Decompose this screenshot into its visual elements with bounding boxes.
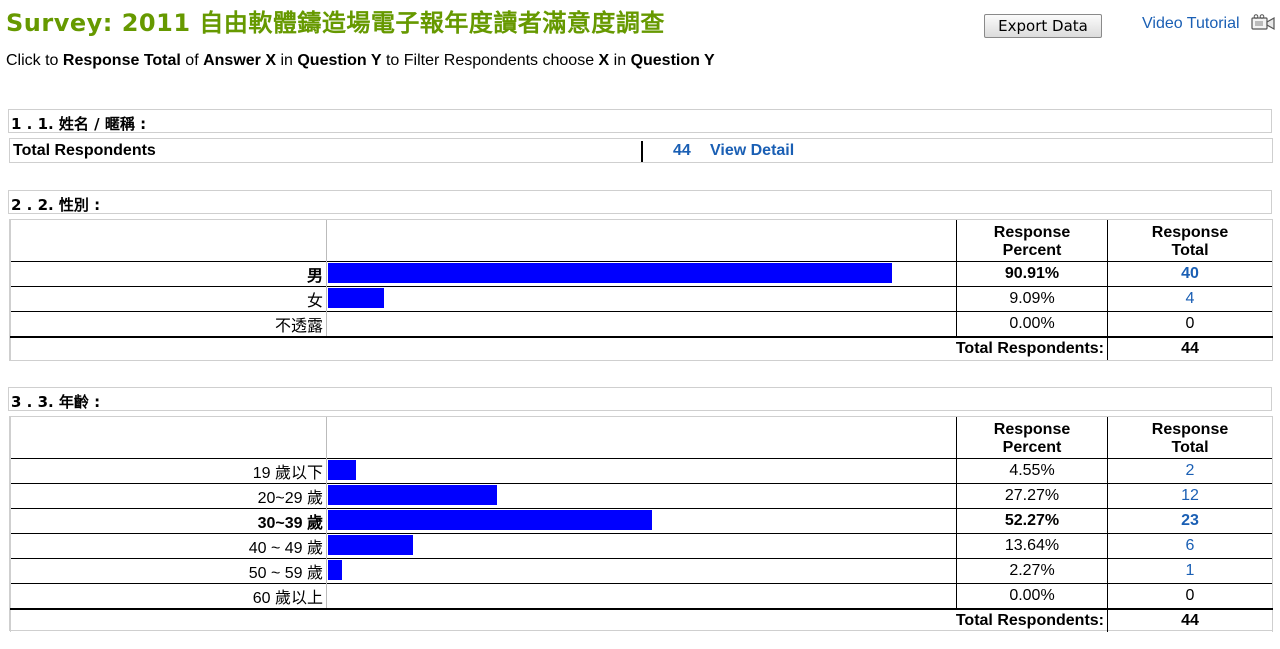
column-divider xyxy=(641,141,643,162)
response-bar xyxy=(328,509,652,530)
total-respondents-count: 44 xyxy=(1107,335,1273,360)
bar-column-header xyxy=(326,220,957,261)
bar-cell xyxy=(326,532,957,558)
response-total-cell: 0 xyxy=(1107,310,1273,337)
response-percent: 4.55% xyxy=(956,457,1108,483)
response-total-filter-link[interactable]: 1 xyxy=(1185,561,1195,579)
response-total-cell: 40 xyxy=(1107,260,1273,286)
bar-cell xyxy=(326,557,957,583)
q1-view-detail-link[interactable]: View Detail xyxy=(710,142,795,159)
video-tutorial-link[interactable]: Video Tutorial xyxy=(1142,15,1240,32)
total-respondents-count: 44 xyxy=(1107,607,1273,632)
bar-cell xyxy=(326,582,957,609)
response-percent: 2.27% xyxy=(956,557,1108,583)
results-header-row: Response Percent Response Total xyxy=(10,417,1273,458)
response-bar xyxy=(328,484,497,505)
answer-row: 男 90.91% 40 xyxy=(10,260,1273,286)
response-total-cell: 1 xyxy=(1107,557,1273,583)
response-bar xyxy=(328,534,413,555)
response-percent-header: Response Percent xyxy=(956,417,1108,458)
response-total-value: 0 xyxy=(1185,586,1195,604)
response-total-cell: 2 xyxy=(1107,457,1273,483)
answer-label: 男 xyxy=(10,260,327,286)
answer-label: 40 ~ 49 歲 xyxy=(10,532,327,558)
answer-row: 不透露 0.00% 0 xyxy=(10,310,1273,337)
answer-label: 50 ~ 59 歲 xyxy=(10,557,327,583)
bar-cell xyxy=(326,285,957,311)
response-bar xyxy=(328,459,356,480)
response-total-value: 0 xyxy=(1185,314,1195,332)
total-respondents-label: Total Respondents: xyxy=(10,335,1108,360)
response-total-filter-link[interactable]: 2 xyxy=(1185,461,1195,479)
response-percent: 90.91% xyxy=(956,260,1108,286)
response-total-filter-link[interactable]: 23 xyxy=(1181,511,1199,529)
response-total-cell: 0 xyxy=(1107,582,1273,609)
survey-title: Survey: 2011 自由軟體鑄造場電子報年度讀者滿意度調查 xyxy=(6,9,665,37)
response-bar xyxy=(328,262,892,283)
question-3-results-table: Response Percent Response Total 19 歲以下 4.55… xyxy=(10,417,1273,632)
answer-label: 19 歲以下 xyxy=(10,457,327,483)
results-header-row: Response Percent Response Total xyxy=(10,220,1273,261)
response-percent: 0.00% xyxy=(956,582,1108,609)
response-percent: 52.27% xyxy=(956,507,1108,533)
response-total-cell: 6 xyxy=(1107,532,1273,558)
response-bar xyxy=(328,559,342,580)
response-total-cell: 4 xyxy=(1107,285,1273,311)
bar-cell xyxy=(326,507,957,533)
response-percent: 9.09% xyxy=(956,285,1108,311)
answer-column-header xyxy=(10,417,327,458)
response-total-header: Response Total xyxy=(1107,417,1273,458)
response-total-filter-link[interactable]: 12 xyxy=(1181,486,1199,504)
answer-row: 30~39 歲 52.27% 23 xyxy=(10,507,1273,533)
answer-column-header xyxy=(10,220,327,261)
response-percent: 13.64% xyxy=(956,532,1108,558)
export-data-button[interactable]: Export Data xyxy=(984,14,1102,38)
total-respondents-label: Total Respondents: xyxy=(10,607,1108,632)
response-bar xyxy=(328,287,384,308)
bar-column-header xyxy=(326,417,957,458)
video-camera-icon[interactable] xyxy=(1251,14,1277,32)
response-total-filter-link[interactable]: 40 xyxy=(1181,264,1199,282)
answer-row: 60 歲以上 0.00% 0 xyxy=(10,582,1273,609)
response-total-cell: 12 xyxy=(1107,482,1273,508)
total-respondents-row: Total Respondents: 44 xyxy=(10,607,1273,632)
response-total-filter-link[interactable]: 4 xyxy=(1185,289,1195,307)
bar-cell xyxy=(326,482,957,508)
answer-label: 20~29 歲 xyxy=(10,482,327,508)
response-percent-header: Response Percent xyxy=(956,220,1108,261)
question-1-summary-row: Total Respondents 44 View Detail xyxy=(9,138,1273,163)
question-2-header: 2 . 2. 性別 : xyxy=(8,190,1272,214)
answer-row: 50 ~ 59 歲 2.27% 1 xyxy=(10,557,1273,583)
bar-cell xyxy=(326,260,957,286)
bar-cell xyxy=(326,457,957,483)
answer-row: 20~29 歲 27.27% 12 xyxy=(10,482,1273,508)
question-3-header: 3 . 3. 年齡 : xyxy=(8,387,1272,411)
q1-total-respondents-label: Total Respondents xyxy=(13,142,156,159)
response-percent: 27.27% xyxy=(956,482,1108,508)
answer-label: 30~39 歲 xyxy=(10,507,327,533)
question-1-header: 1 . 1. 姓名 / 暱稱 : xyxy=(8,109,1272,133)
answer-row: 19 歲以下 4.55% 2 xyxy=(10,457,1273,483)
q1-total-respondents-count[interactable]: 44 xyxy=(673,142,691,159)
answer-row: 40 ~ 49 歲 13.64% 6 xyxy=(10,532,1273,558)
answer-row: 女 9.09% 4 xyxy=(10,285,1273,311)
response-total-filter-link[interactable]: 6 xyxy=(1185,536,1195,554)
answer-label: 60 歲以上 xyxy=(10,582,327,609)
answer-label: 不透露 xyxy=(10,310,327,337)
question-2-results-table: Response Percent Response Total 男 90.91% 40 女… xyxy=(10,220,1273,360)
answer-label: 女 xyxy=(10,285,327,311)
response-total-cell: 23 xyxy=(1107,507,1273,533)
bar-cell xyxy=(326,310,957,337)
total-respondents-row: Total Respondents: 44 xyxy=(10,335,1273,360)
response-total-header: Response Total xyxy=(1107,220,1273,261)
response-percent: 0.00% xyxy=(956,310,1108,337)
filter-instruction: Click to Response Total of Answer X in Q… xyxy=(6,52,715,69)
